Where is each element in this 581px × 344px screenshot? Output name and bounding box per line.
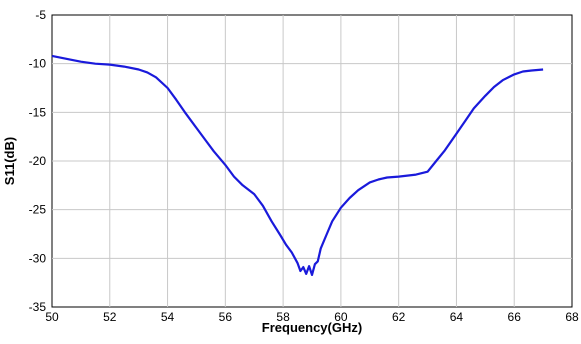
series-layer xyxy=(51,54,544,276)
x-tick-label: 56 xyxy=(219,310,233,324)
y-tick-label: -10 xyxy=(29,57,47,71)
grid xyxy=(52,15,572,307)
x-tick-label: 60 xyxy=(334,310,348,324)
y-tick-label: -15 xyxy=(29,105,47,119)
tick-labels: 50 52 54 56 58 60 62 64 66 68 -5 -10 -15 -20 -25 -30 -35 xyxy=(29,8,579,324)
y-tick-label: -35 xyxy=(29,300,47,314)
y-tick-label: -20 xyxy=(29,154,47,168)
y-tick-label: -30 xyxy=(29,251,47,265)
series-line xyxy=(51,54,544,276)
x-tick-label: 52 xyxy=(103,310,117,324)
y-tick-label: -5 xyxy=(35,8,46,22)
x-axis-label: Frequency(GHz) xyxy=(262,320,362,335)
y-axis-label: S11(dB) xyxy=(2,137,17,185)
x-tick-label: 68 xyxy=(565,310,579,324)
x-tick-label: 64 xyxy=(450,310,464,324)
x-tick-label: 54 xyxy=(161,310,175,324)
x-tick-label: 58 xyxy=(276,310,290,324)
x-tick-label: 62 xyxy=(392,310,406,324)
y-tick-label: -25 xyxy=(29,203,47,217)
x-tick-label: 50 xyxy=(45,310,59,324)
x-tick-label: 66 xyxy=(508,310,522,324)
